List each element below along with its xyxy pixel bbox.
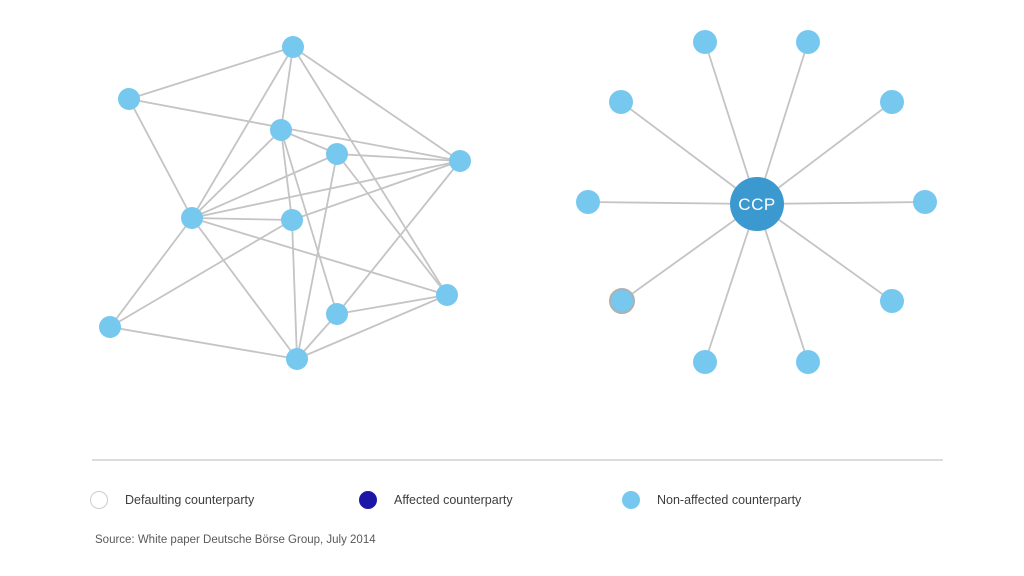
- ccp-spoke: [587, 201, 758, 205]
- counterparty-node: [913, 190, 937, 214]
- ccp-spoke: [620, 101, 758, 205]
- bilateral-edge: [128, 98, 461, 162]
- bilateral-edge: [191, 160, 461, 219]
- legend-label: Defaulting counterparty: [125, 493, 255, 507]
- counterparty-node: [880, 90, 904, 114]
- counterparty-node: [693, 350, 717, 374]
- ccp-spoke: [756, 203, 893, 302]
- counterparty-node: [286, 348, 308, 370]
- legend-label: Non-affected counterparty: [657, 493, 802, 507]
- defaulting-counterparty-swatch: [90, 491, 108, 509]
- bilateral-edge: [336, 294, 448, 315]
- ccp-hub-node: [730, 177, 784, 231]
- counterparty-node: [99, 316, 121, 338]
- counterparty-node: [282, 36, 304, 58]
- counterparty-node: [796, 30, 820, 54]
- counterparty-node: [576, 190, 600, 214]
- bilateral-edge: [109, 326, 298, 360]
- non-affected-counterparty-swatch: [622, 491, 640, 509]
- counterparty-node: [436, 284, 458, 306]
- counterparty-node: [449, 150, 471, 172]
- bilateral-edge: [109, 217, 193, 328]
- counterparty-node: [270, 119, 292, 141]
- ccp-spoke: [704, 203, 758, 363]
- legend-item-defaulting: Defaulting counterparty: [90, 491, 254, 509]
- bilateral-edge: [128, 46, 294, 100]
- source-note: Source: White paper Deutsche Börse Group…: [95, 534, 376, 546]
- bilateral-edge: [296, 294, 448, 360]
- ccp-spoke: [704, 41, 758, 205]
- bilateral-edge: [191, 153, 338, 219]
- bilateral-edge: [191, 46, 294, 219]
- ccp-hub-label: CCP: [738, 195, 775, 214]
- ccp-spoke: [756, 203, 809, 363]
- bilateral-edge: [191, 217, 448, 296]
- bilateral-edge: [280, 46, 294, 131]
- bilateral-edge: [292, 46, 448, 296]
- counterparty-node: [796, 350, 820, 374]
- legend-item-affected: Affected counterparty: [359, 491, 513, 509]
- counterparty-node: [880, 289, 904, 313]
- ccp-spoke: [756, 101, 893, 205]
- counterparty-node-ringed: [609, 288, 635, 314]
- bilateral-edge: [191, 129, 282, 219]
- bilateral-edge: [109, 219, 293, 328]
- affected-counterparty-swatch: [359, 491, 377, 509]
- ccp-spoke: [756, 41, 809, 205]
- bilateral-edge: [191, 217, 298, 360]
- counterparty-node: [609, 90, 633, 114]
- ccp-spoke: [621, 203, 758, 302]
- ccp-spoke: [756, 201, 926, 205]
- legend-item-non-affected: Non-affected counterparty: [622, 491, 801, 509]
- bilateral-edge: [191, 217, 293, 221]
- bilateral-edge: [336, 153, 448, 296]
- bilateral-edge: [280, 129, 338, 315]
- counterparty-node: [181, 207, 203, 229]
- bilateral-edge: [336, 160, 461, 315]
- counterparty-node: [326, 143, 348, 165]
- bilateral-edge: [128, 98, 193, 219]
- counterparty-node: [326, 303, 348, 325]
- legend-divider: [92, 459, 943, 461]
- bilateral-edge: [280, 129, 293, 221]
- bilateral-edge: [291, 160, 461, 221]
- bilateral-edge: [292, 46, 461, 162]
- counterparty-node: [118, 88, 140, 110]
- bilateral-edge: [336, 153, 461, 162]
- counterparty-node: [693, 30, 717, 54]
- counterparty-node: [281, 209, 303, 231]
- bilateral-edge: [291, 219, 298, 360]
- legend-label: Affected counterparty: [394, 493, 513, 507]
